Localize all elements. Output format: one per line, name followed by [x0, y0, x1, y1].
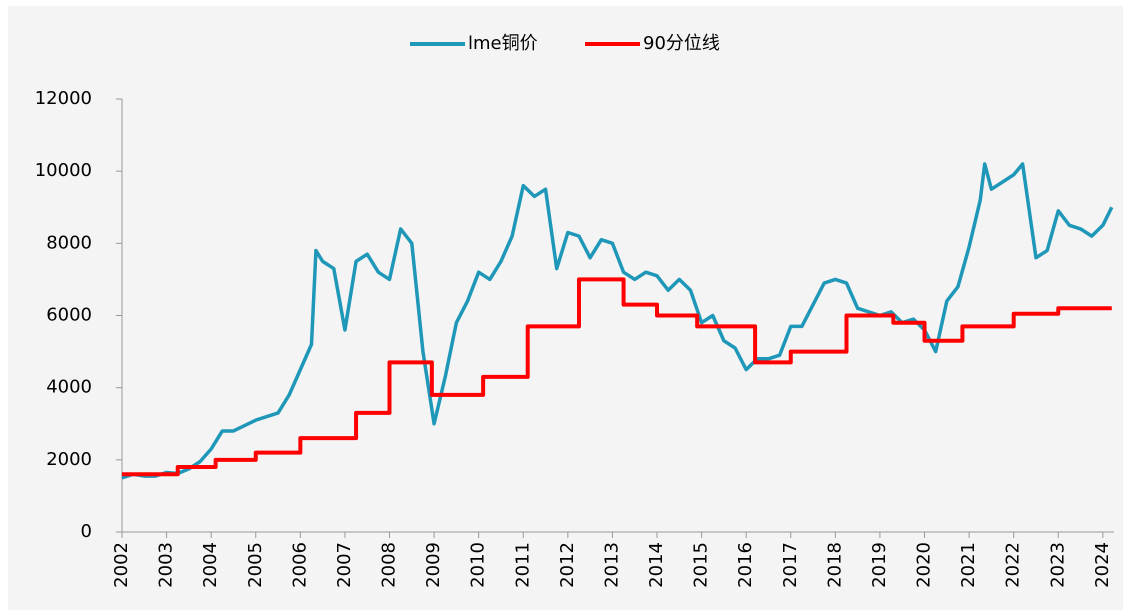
x-tick-label: 2008: [379, 542, 400, 588]
y-tick-label: 10000: [35, 160, 92, 181]
x-tick-label: 2021: [958, 542, 979, 588]
legend-label: 90分位线: [643, 33, 720, 54]
y-tick-label: 0: [81, 521, 92, 542]
y-tick-label: 8000: [46, 232, 92, 253]
x-tick-label: 2010: [468, 542, 489, 588]
x-tick-label: 2014: [646, 542, 667, 588]
x-tick-label: 2003: [156, 542, 177, 588]
x-tick-label: 2017: [780, 542, 801, 588]
chart-background: [8, 6, 1123, 610]
x-tick-label: 2015: [691, 542, 712, 588]
x-tick-label: 2020: [914, 542, 935, 588]
line-series: [121, 162, 1114, 480]
y-tick-label: 4000: [46, 377, 92, 398]
x-tick-label: 2022: [1003, 542, 1024, 588]
x-tick-label: 2011: [512, 542, 533, 588]
x-tick-label: 2009: [423, 542, 444, 588]
x-tick-label: 2013: [601, 542, 622, 588]
x-tick-label: 2016: [735, 542, 756, 588]
x-tick-label: 2023: [1047, 542, 1068, 588]
x-tick-label: 2019: [869, 542, 890, 588]
x-tick-label: 2007: [334, 542, 355, 588]
legend-label: lme铜价: [468, 33, 538, 54]
x-tick-label: 2024: [1092, 542, 1113, 588]
y-tick-label: 12000: [35, 88, 92, 109]
x-tick-label: 2004: [200, 542, 221, 588]
y-tick-label: 2000: [46, 449, 92, 470]
y-tick-label: 6000: [46, 305, 92, 326]
x-tick-label: 2002: [111, 542, 132, 588]
x-tick-label: 2012: [557, 542, 578, 588]
x-tick-label: 2005: [245, 542, 266, 588]
x-tick-label: 2006: [289, 542, 310, 588]
line-series: [122, 277, 1112, 477]
x-tick-label: 2018: [824, 542, 845, 588]
